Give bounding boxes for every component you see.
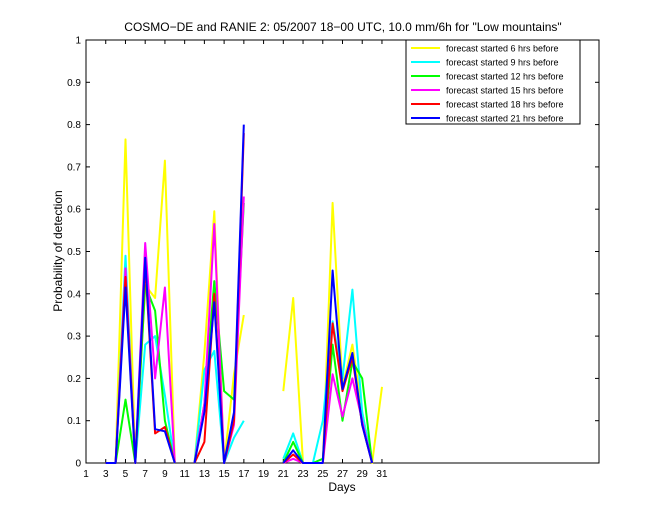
x-tick-label: 31 [376, 469, 388, 480]
x-tick-label: 9 [162, 469, 168, 480]
legend-label: forecast started 21 hrs before [446, 114, 564, 124]
y-tick-label: 0.6 [67, 205, 81, 216]
series-6 [105, 124, 374, 464]
x-tick-label: 3 [103, 469, 109, 480]
y-axis-ticks: 0 0.1 0.2 0.3 0.4 0.5 0.6 0.7 0.8 0.9 1 [67, 36, 599, 470]
y-tick-label: 0.3 [67, 332, 81, 343]
x-tick-label: 23 [297, 469, 309, 480]
y-tick-label: 0.5 [67, 247, 81, 258]
x-tick-label: 25 [317, 469, 329, 480]
y-tick-label: 0.7 [67, 162, 81, 173]
legend-box [405, 39, 581, 125]
legend-label: forecast started 18 hrs before [446, 100, 564, 110]
series-line [193, 349, 245, 464]
x-tick-label: 17 [238, 469, 250, 480]
series-line [193, 124, 245, 464]
x-axis-ticks: 1 3 5 7 9 11 13 15 17 19 21 23 25 27 29 31 [83, 40, 388, 480]
x-tick-label: 7 [142, 469, 148, 480]
x-axis-label: Days [328, 480, 355, 494]
y-axis-label: Probability of detection [51, 190, 65, 311]
x-tick-label: 29 [357, 469, 369, 480]
x-tick-label: 13 [199, 469, 211, 480]
legend-label: forecast started 6 hrs before [446, 44, 559, 54]
legend-label: forecast started 15 hrs before [446, 86, 564, 96]
legend-label: forecast started 12 hrs before [446, 72, 564, 82]
y-tick-label: 0.2 [67, 374, 81, 385]
series-line [105, 256, 176, 464]
legend-items: forecast started 6 hrs before forecast st… [411, 44, 564, 124]
y-tick-label: 0.1 [67, 416, 81, 427]
series-line [282, 373, 374, 464]
x-tick-label: 21 [278, 469, 290, 480]
x-tick-label: 15 [219, 469, 231, 480]
series-lines [105, 124, 383, 464]
y-tick-label: 0 [75, 459, 81, 470]
x-tick-label: 27 [337, 469, 349, 480]
y-tick-label: 1 [75, 36, 81, 47]
chart-title: COSMO−DE and RANIE 2: 05/2007 18−00 UTC,… [124, 20, 561, 34]
legend-label: forecast started 9 hrs before [446, 58, 559, 68]
x-tick-label: 19 [258, 469, 270, 480]
x-tick-label: 5 [123, 469, 129, 480]
y-tick-label: 0.9 [67, 78, 81, 89]
x-tick-label: 1 [83, 469, 89, 480]
y-tick-label: 0.8 [67, 120, 81, 131]
y-tick-label: 0.4 [67, 289, 81, 300]
legend: forecast started 6 hrs before forecast st… [405, 39, 581, 125]
x-tick-label: 11 [179, 469, 190, 480]
series-line [282, 269, 374, 464]
